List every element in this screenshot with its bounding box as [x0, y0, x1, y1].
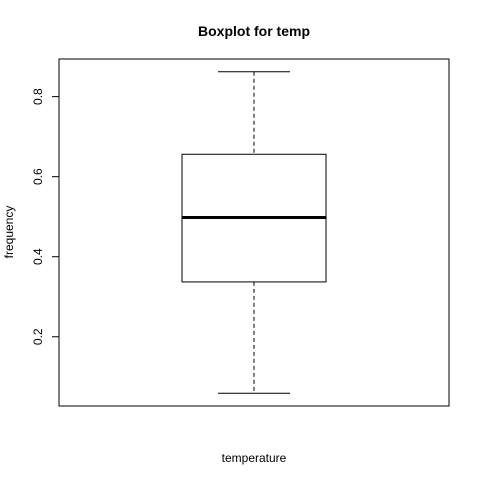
chart-title: Boxplot for temp — [198, 23, 310, 39]
y-tick-label: 0.2 — [31, 328, 45, 345]
y-axis-label: frequency — [2, 206, 16, 259]
y-tick-label: 0.4 — [31, 248, 45, 265]
y-tick-label: 0.8 — [31, 88, 45, 105]
y-ticks: 0.2 0.4 0.6 0.8 — [31, 88, 59, 345]
y-axis: 0.2 0.4 0.6 0.8 — [31, 88, 60, 345]
x-axis-label: temperature — [222, 451, 287, 465]
box-plot — [181, 71, 327, 394]
y-tick-label: 0.6 — [31, 168, 45, 185]
